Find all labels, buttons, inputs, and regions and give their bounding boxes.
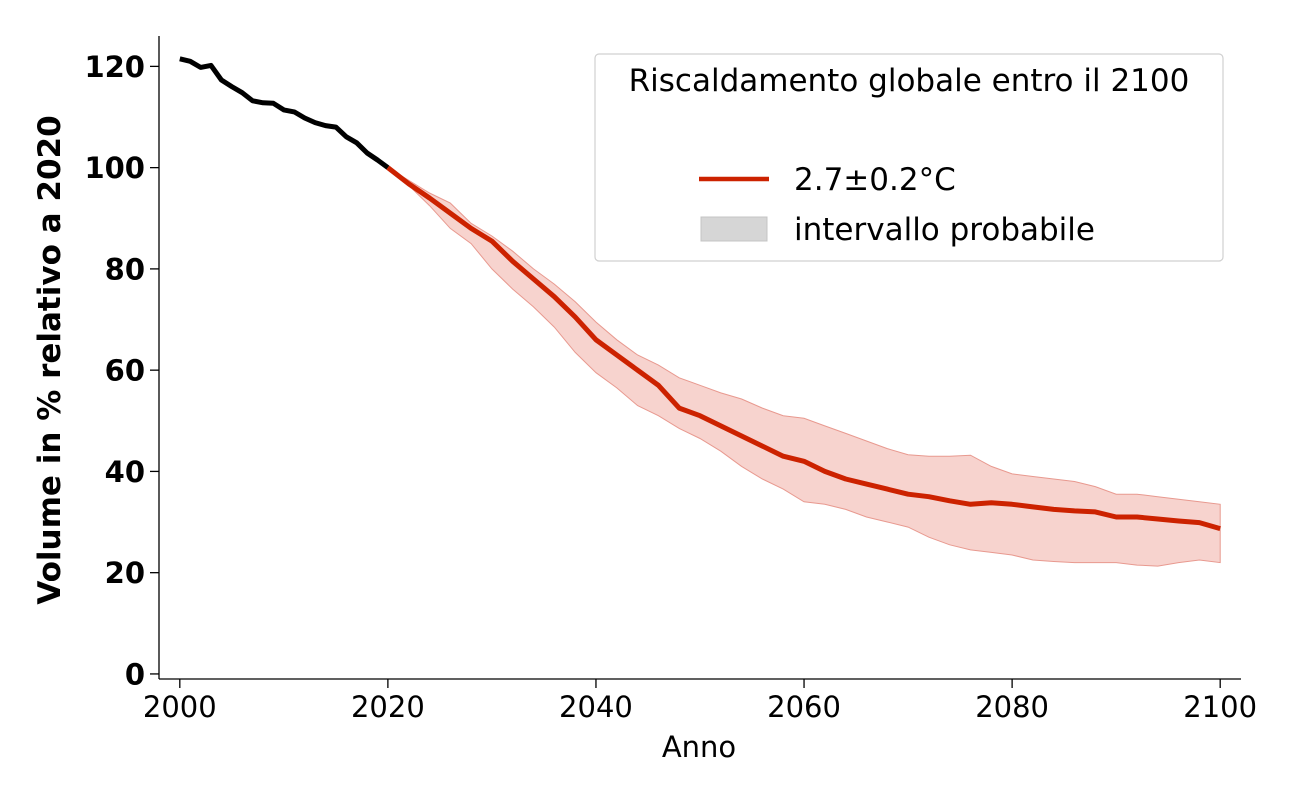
axes: [158, 36, 1241, 680]
y-tick-label: 100: [84, 151, 145, 185]
legend-frame: [594, 53, 1224, 262]
y-tick-label: 20: [105, 556, 145, 590]
likely-range-band-layer: [387, 167, 1221, 567]
y-tick-label: 60: [105, 354, 145, 388]
projection-line: [386, 165, 1221, 532]
likely-range-band: [387, 167, 1221, 567]
y-tick-label: 80: [105, 252, 145, 286]
y-tick-label: 120: [84, 50, 145, 84]
x-axis-label: Anno: [662, 730, 736, 764]
legend: Riscaldamento globale entro il 2100 2.7±…: [594, 53, 1224, 262]
x-tick-label: 2040: [559, 690, 633, 724]
x-ticks: 2000 2020 2040 2060 2080 2100: [143, 679, 1257, 724]
legend-title: Riscaldamento globale entro il 2100: [629, 63, 1190, 99]
y-tick-label: 0: [125, 657, 145, 691]
x-tick-label: 2100: [1183, 690, 1257, 724]
y-ticks: 0 20 40 60 80 100 120: [84, 50, 159, 691]
y-tick-label: 40: [105, 455, 145, 489]
y-axis-label: Volume in % relativo a 2020: [32, 115, 68, 604]
x-tick-label: 2060: [767, 690, 841, 724]
legend-entry-projection: 2.7±0.2°C: [794, 162, 956, 198]
series-lines-layer: [179, 56, 1221, 532]
legend-entry-band: intervallo probabile: [794, 212, 1095, 248]
x-tick-label: 2020: [351, 690, 425, 724]
x-tick-label: 2080: [975, 690, 1049, 724]
legend-band-swatch: [700, 216, 768, 242]
historical-line: [179, 56, 390, 170]
x-tick-label: 2000: [143, 690, 217, 724]
